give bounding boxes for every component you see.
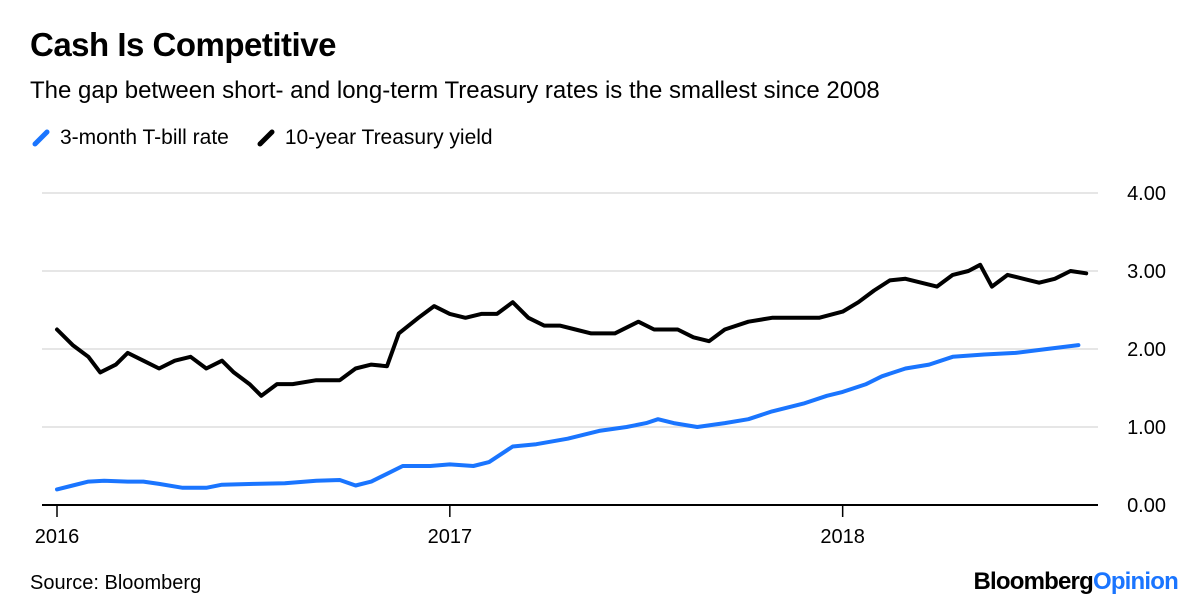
x-tick-label: 2017 — [428, 526, 473, 548]
brand-logo: BloombergOpinion — [973, 568, 1178, 596]
brand-accent: Opinion — [1092, 568, 1179, 595]
legend-swatch-treasury — [257, 129, 275, 147]
x-tick-label: 2018 — [820, 526, 865, 548]
y-tick-label: 1.00 — [1127, 417, 1166, 439]
brand-main: Bloomberg — [973, 568, 1093, 595]
legend-label-tbill: 3-month T-bill rate — [60, 126, 229, 149]
legend-label-treasury: 10-year Treasury yield — [284, 126, 493, 149]
source-note: Source: Bloomberg — [30, 572, 202, 594]
series-line-treasury — [55, 262, 1089, 398]
y-tick-label: 4.00 — [1127, 183, 1166, 205]
legend: 3-month T-bill rate 10-year Treasury yie… — [30, 126, 519, 150]
y-tick-label: 0.00 — [1127, 495, 1166, 517]
legend-item-tbill: 3-month T-bill rate — [30, 126, 229, 150]
chart-subtitle: The gap between short- and long-term Tre… — [30, 77, 880, 104]
x-tick-label: 2016 — [35, 526, 80, 548]
y-tick-label: 3.00 — [1127, 261, 1166, 283]
legend-swatch-tbill — [32, 129, 50, 147]
y-tick-label: 2.00 — [1127, 339, 1166, 361]
legend-item-treasury: 10-year Treasury yield — [255, 126, 493, 150]
chart-title: Cash Is Competitive — [30, 26, 336, 63]
series-line-tbill — [55, 343, 1081, 492]
